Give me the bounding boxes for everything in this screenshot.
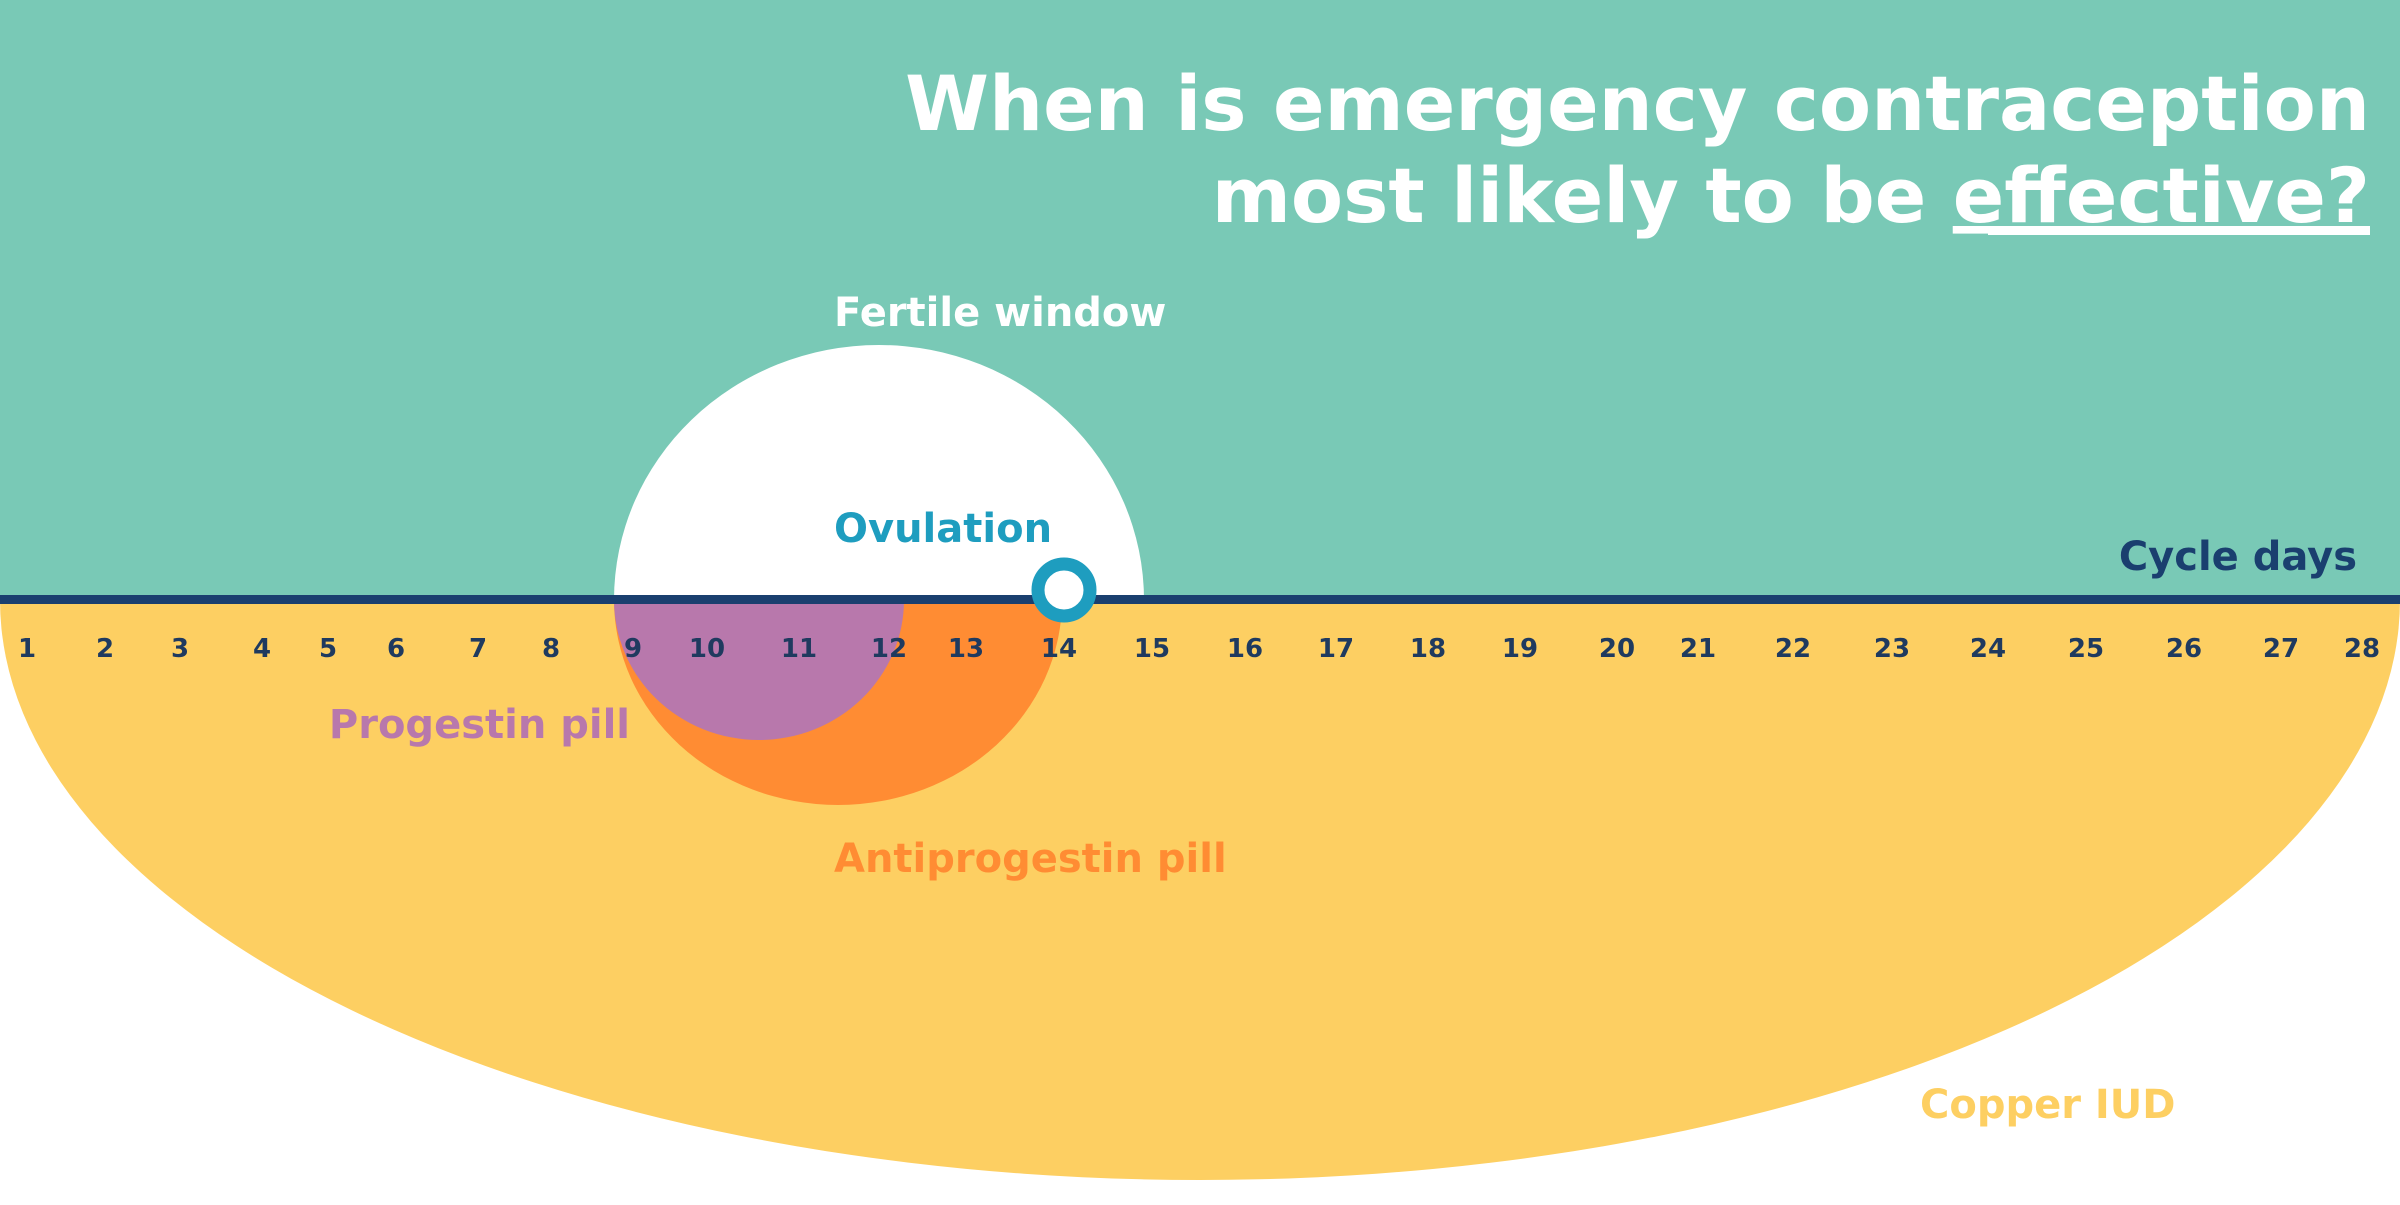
antiprogestin-pill-label: Antiprogestin pill [834,836,1227,882]
cycle-day-tick: 15 [1134,634,1170,664]
fertile-window-region [614,345,1144,600]
cycle-axis-line [0,595,2400,604]
ovulation-marker [1031,557,1097,623]
cycle-day-tick: 25 [2068,634,2104,664]
cycle-day-tick: 5 [319,634,337,664]
cycle-day-tick: 1 [18,634,36,664]
cycle-day-tick: 3 [171,634,189,664]
chart-title-line2: most likely to be effective? [1212,151,2370,240]
background-panel [0,0,2400,600]
cycle-day-tick: 21 [1680,634,1716,664]
fertile-window-label: Fertile window [834,290,1166,336]
cycle-day-tick: 22 [1775,634,1811,664]
cycle-day-tick: 23 [1874,634,1910,664]
title-prefix: most likely to be [1212,151,1953,240]
cycle-day-tick: 14 [1041,634,1077,664]
ovulation-label: Ovulation [834,506,1052,552]
cycle-day-ticks: 1 2 3 4 5 6 7 8 9 10 11 12 13 14 15 16 17 18 19 20 21 22 23 24 2… [18,634,2380,664]
cycle-day-tick: 19 [1502,634,1538,664]
cycle-day-tick: 17 [1318,634,1354,664]
copper-iud-label: Copper IUD [1920,1082,2175,1128]
title-emphasis: effective? [1953,151,2370,240]
cycle-day-tick: 28 [2344,634,2380,664]
cycle-day-tick: 24 [1970,634,2006,664]
chart-title-line1: When is emergency contraception [905,59,2370,148]
cycle-day-tick: 27 [2263,634,2299,664]
cycle-day-tick: 2 [96,634,114,664]
progestin-pill-region [614,600,904,740]
title-emphasis-underline [1988,230,2370,235]
cycle-day-tick: 11 [781,634,817,664]
cycle-days-label: Cycle days [2119,534,2357,580]
cycle-day-tick: 20 [1599,634,1635,664]
cycle-day-tick: 10 [689,634,725,664]
cycle-day-tick: 4 [253,634,271,664]
cycle-day-tick: 12 [871,634,907,664]
cycle-day-tick: 13 [948,634,984,664]
cycle-day-tick: 16 [1227,634,1263,664]
cycle-day-tick: 9 [624,634,642,664]
progestin-pill-label: Progestin pill [329,702,630,748]
cycle-day-tick: 7 [469,634,487,664]
cycle-day-tick: 8 [542,634,560,664]
cycle-day-tick: 6 [387,634,405,664]
cycle-day-tick: 26 [2166,634,2202,664]
cycle-day-tick: 18 [1410,634,1446,664]
copper-iud-region [0,600,2400,1180]
